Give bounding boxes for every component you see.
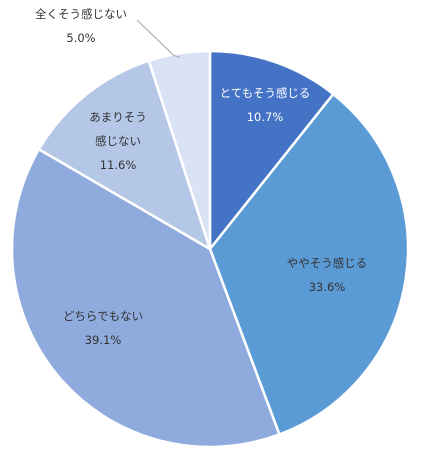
leader-lines-layer	[136, 19, 180, 58]
slice-label-3: どちらでもない	[63, 309, 143, 323]
slice-label-2: ややそう感じる	[287, 256, 368, 270]
slice-label-4-line-2: 感じない	[95, 134, 141, 148]
slice-value-5: 5.0%	[66, 31, 95, 45]
slice-label-5: 全くそう感じない	[35, 7, 127, 21]
pie-slice-3	[10, 147, 282, 449]
slice-label-4-line-1: あまりそう	[89, 110, 147, 124]
data-labels-layer: とてもそう感じる 10.7% ややそう感じる 33.6% どちらでもない 39.1% あまり…	[35, 7, 367, 347]
slice-value-3: 39.1%	[85, 333, 122, 347]
slices-layer	[10, 49, 410, 449]
pie-slice-4	[37, 59, 213, 252]
pie-slice-2	[208, 92, 410, 437]
slice-value-1: 10.7%	[247, 110, 284, 124]
pie-slice-5	[147, 49, 212, 250]
slice-value-2: 33.6%	[309, 280, 346, 294]
leader-line-5	[136, 19, 180, 58]
slice-value-4: 11.6%	[100, 158, 137, 172]
pie-slice-1	[208, 49, 336, 253]
slice-label-1: とてもそう感じる	[220, 86, 311, 100]
